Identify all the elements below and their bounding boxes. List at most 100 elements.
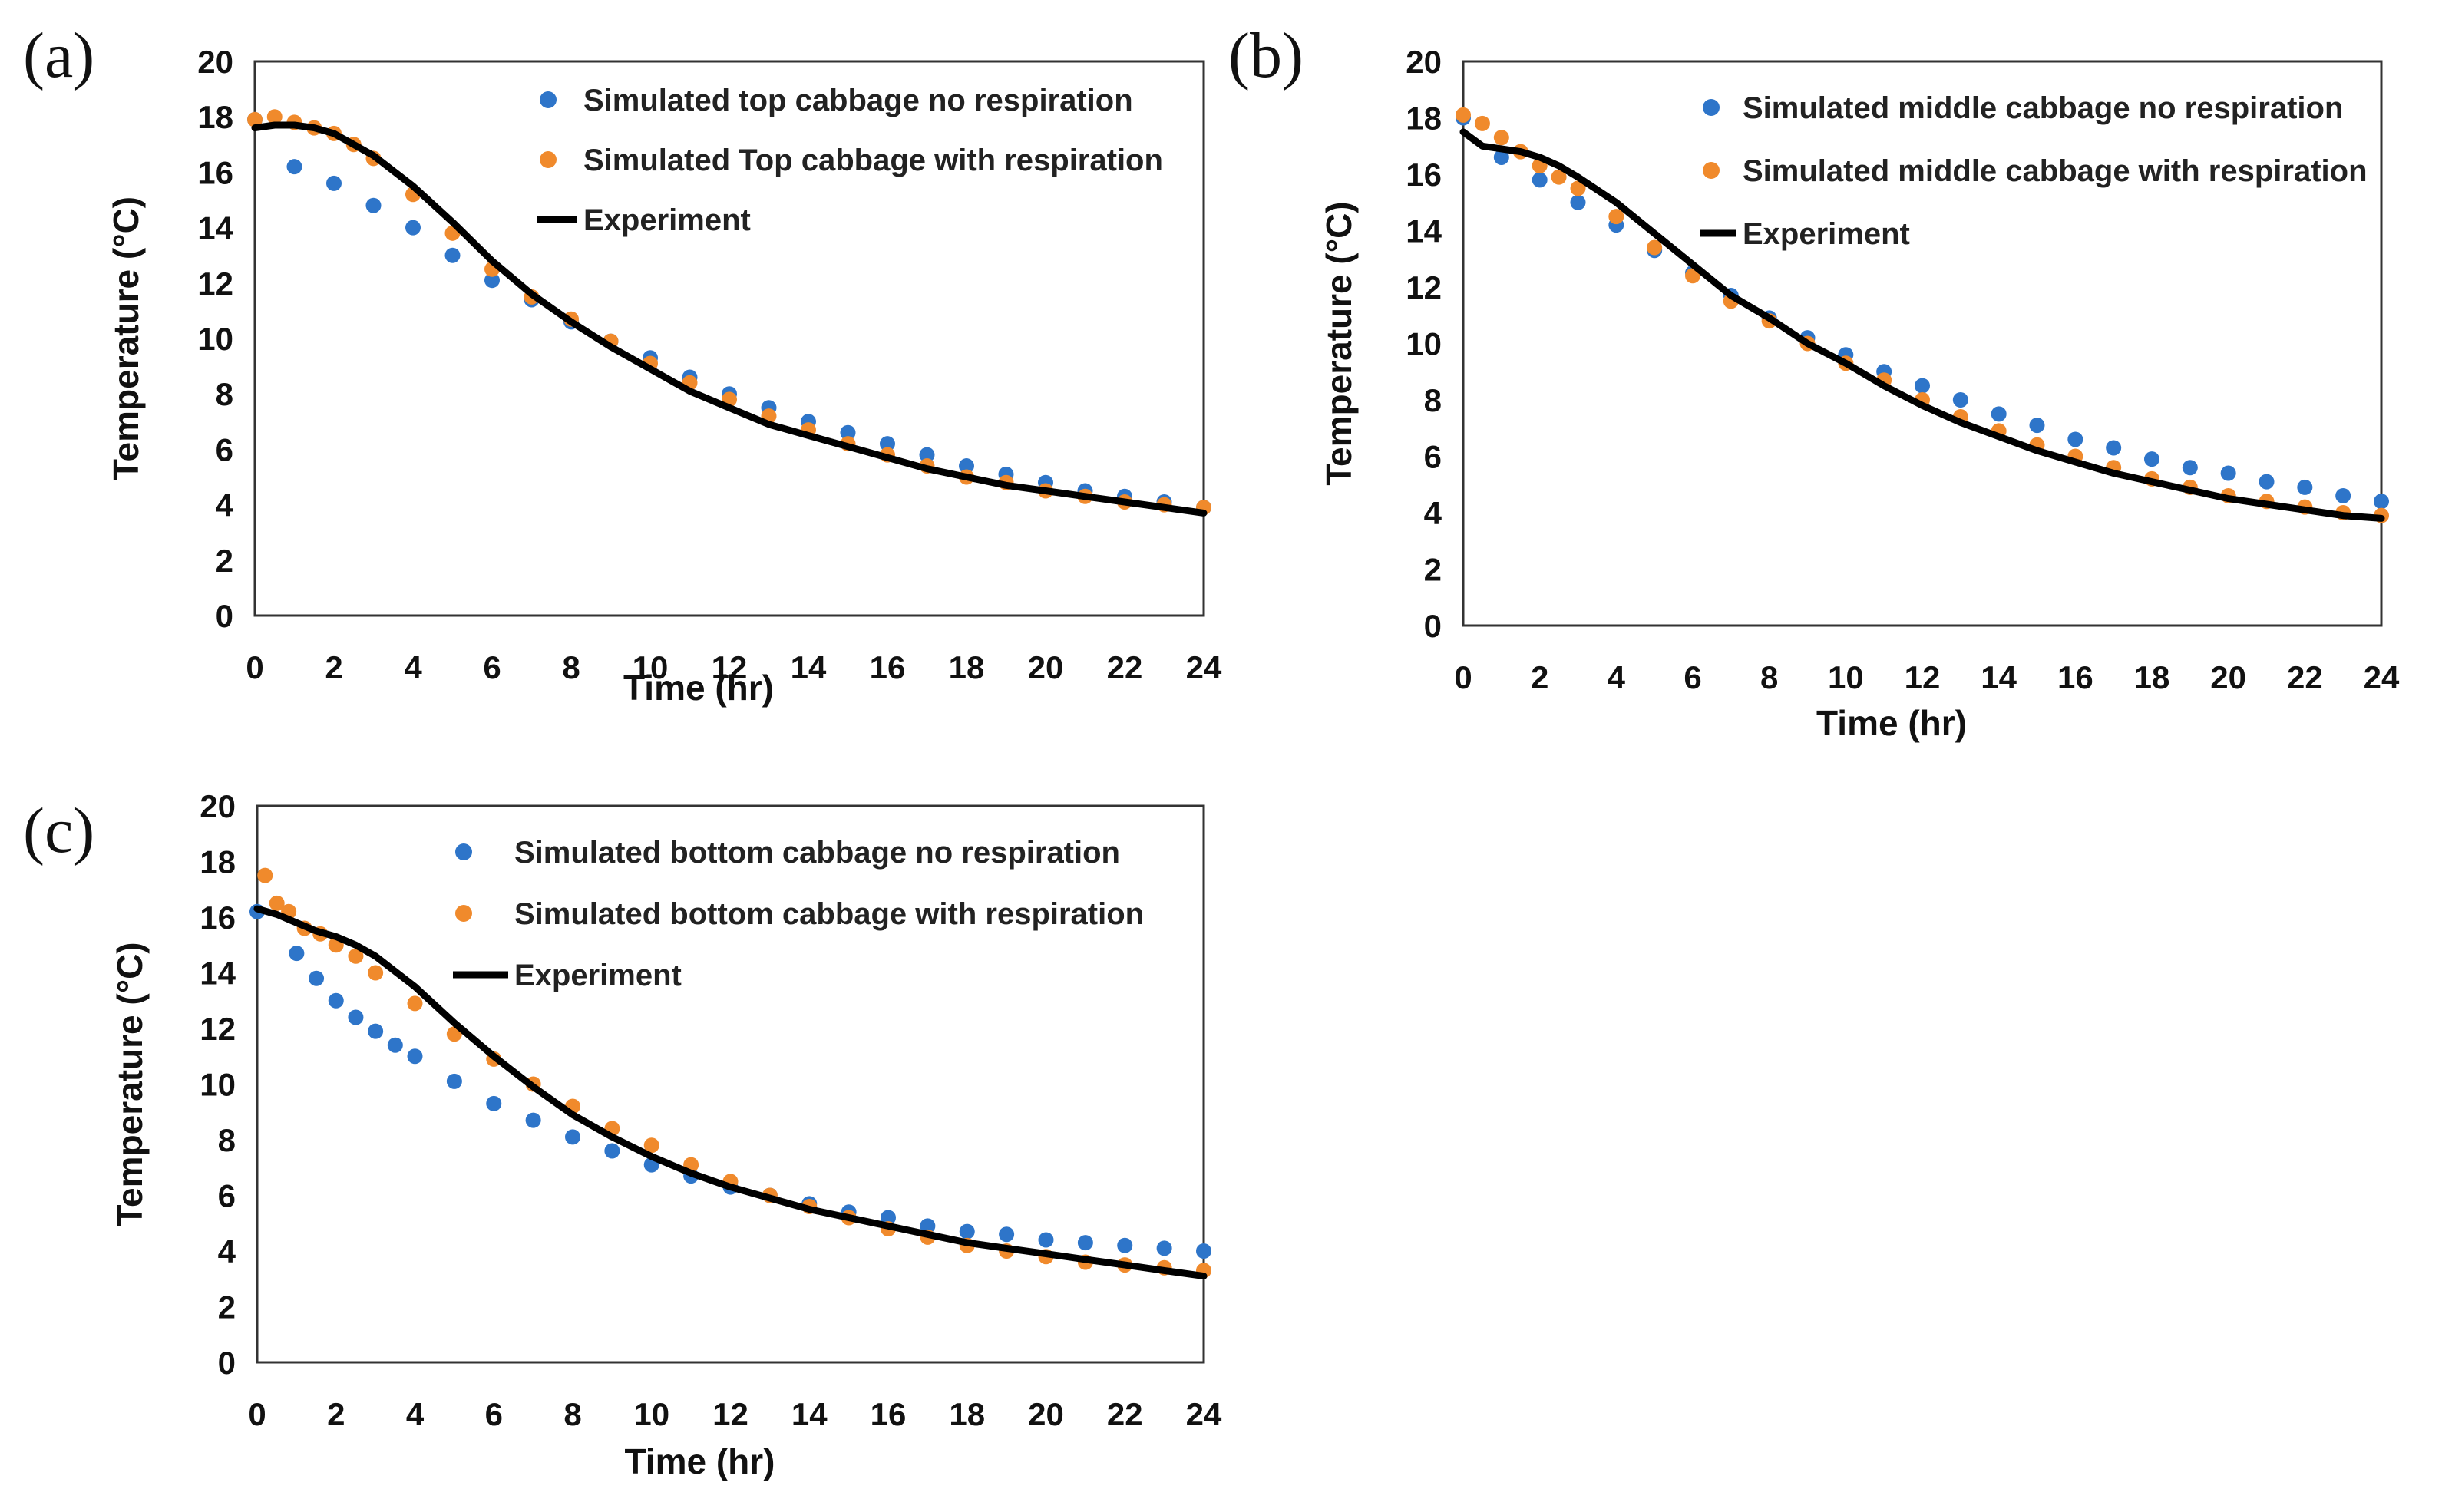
x-tick-label: 12 <box>712 1396 748 1432</box>
point-no-respiration <box>1038 1232 1054 1248</box>
y-tick-label: 14 <box>1406 213 1442 249</box>
x-tick-label: 20 <box>2210 659 2246 695</box>
x-tick-label: 4 <box>1608 659 1626 695</box>
x-tick-label: 14 <box>791 1396 828 1432</box>
x-tick-label: 24 <box>1186 1396 1222 1432</box>
point-no-respiration <box>881 1210 896 1226</box>
point-with-respiration <box>643 1137 659 1154</box>
point-with-respiration <box>368 965 384 981</box>
plot-frame <box>256 804 1205 1364</box>
point-with-respiration <box>1493 130 1509 146</box>
y-tick-label: 2 <box>1424 552 1442 588</box>
x-tick-label: 18 <box>949 649 985 685</box>
legend-marker-with-respiration <box>540 151 557 168</box>
y-tick-label: 4 <box>216 487 234 523</box>
x-axis-title: Time (hr) <box>1816 703 1967 743</box>
x-tick-label: 10 <box>633 1396 669 1432</box>
x-tick-label: 16 <box>871 1396 907 1432</box>
series-line-experiment <box>253 905 1208 1280</box>
point-with-respiration <box>348 948 364 964</box>
panel-label: (b) <box>1228 20 1304 91</box>
point-no-respiration <box>2335 487 2351 503</box>
legend-label: Experiment <box>514 959 682 992</box>
point-no-respiration <box>368 1023 384 1039</box>
point-no-respiration <box>565 1129 580 1145</box>
legend-marker-with-respiration <box>455 905 472 922</box>
x-tick-label: 8 <box>1760 659 1778 695</box>
point-with-respiration <box>257 867 273 883</box>
point-with-respiration <box>269 895 285 911</box>
point-no-respiration <box>2220 465 2236 481</box>
point-no-respiration <box>289 946 305 962</box>
legend-marker-no-respiration <box>455 843 472 860</box>
point-no-respiration <box>1156 1240 1172 1256</box>
x-tick-label: 8 <box>562 649 580 685</box>
point-no-respiration <box>1532 172 1548 188</box>
y-tick-label: 20 <box>1406 44 1442 80</box>
x-axis-title: Time (hr) <box>623 668 774 708</box>
x-tick-label: 0 <box>248 1396 266 1432</box>
point-no-respiration <box>1991 406 2007 422</box>
point-no-respiration <box>2029 418 2045 434</box>
y-tick-label: 8 <box>218 1122 236 1158</box>
y-axis-title: Temperature (°C) <box>106 196 146 480</box>
legend-label: Simulated middle cabbage no respiration <box>1743 91 2343 125</box>
y-tick-label: 12 <box>200 1011 236 1047</box>
point-no-respiration <box>2106 440 2122 456</box>
x-tick-label: 24 <box>2364 659 2400 695</box>
x-tick-label: 6 <box>1684 659 1701 695</box>
point-with-respiration <box>1647 239 1663 256</box>
y-tick-label: 10 <box>1406 326 1442 362</box>
point-no-respiration <box>1077 1235 1093 1251</box>
y-tick-label: 14 <box>200 956 236 992</box>
x-tick-label: 4 <box>406 1396 425 1432</box>
plot-frame <box>253 60 1205 617</box>
point-no-respiration <box>328 992 344 1009</box>
point-no-respiration <box>486 1095 502 1111</box>
x-tick-label: 6 <box>485 1396 503 1432</box>
legend-label: Experiment <box>583 203 751 237</box>
legend-marker-no-respiration <box>1703 99 1720 116</box>
legend-label: Experiment <box>1743 217 1910 251</box>
point-no-respiration <box>1117 1237 1133 1253</box>
x-tick-label: 24 <box>1186 649 1222 685</box>
y-tick-label: 10 <box>200 1067 236 1103</box>
point-no-respiration <box>840 424 856 441</box>
point-with-respiration <box>1456 107 1471 123</box>
point-with-respiration <box>1551 169 1567 185</box>
x-tick-label: 20 <box>1028 649 1064 685</box>
point-no-respiration <box>919 447 935 463</box>
legend-label: Simulated middle cabbage with respiratio… <box>1743 154 2368 188</box>
x-tick-label: 22 <box>1107 649 1143 685</box>
point-no-respiration <box>365 197 382 213</box>
x-tick-label: 0 <box>1454 659 1472 695</box>
x-tick-label: 10 <box>633 649 669 685</box>
point-no-respiration <box>1196 1243 1211 1259</box>
y-tick-label: 16 <box>1406 157 1442 193</box>
point-no-respiration <box>525 1112 541 1128</box>
y-tick-label: 8 <box>1424 382 1442 418</box>
x-axis-title: Time (hr) <box>625 1441 775 1481</box>
y-tick-label: 8 <box>216 376 233 412</box>
x-tick-label: 2 <box>1531 659 1548 695</box>
y-tick-label: 4 <box>218 1233 236 1269</box>
point-with-respiration <box>1608 209 1624 225</box>
point-no-respiration <box>444 247 461 263</box>
point-with-respiration <box>407 995 423 1012</box>
y-tick-label: 12 <box>1406 269 1442 305</box>
point-no-respiration <box>484 272 500 289</box>
point-no-respiration <box>880 436 895 452</box>
y-tick-label: 4 <box>1424 495 1442 531</box>
point-no-respiration <box>959 1223 975 1240</box>
point-no-respiration <box>604 1143 620 1159</box>
x-tick-label: 12 <box>712 649 748 685</box>
y-axis-title: Temperature (°C) <box>110 942 150 1226</box>
x-tick-label: 20 <box>1028 1396 1064 1432</box>
point-no-respiration <box>2297 479 2313 495</box>
legend-label: Simulated Top cabbage with respiration <box>583 144 1163 177</box>
x-tick-label: 18 <box>2134 659 2170 695</box>
legend-label: Simulated bottom cabbage no respiration <box>514 836 1120 870</box>
